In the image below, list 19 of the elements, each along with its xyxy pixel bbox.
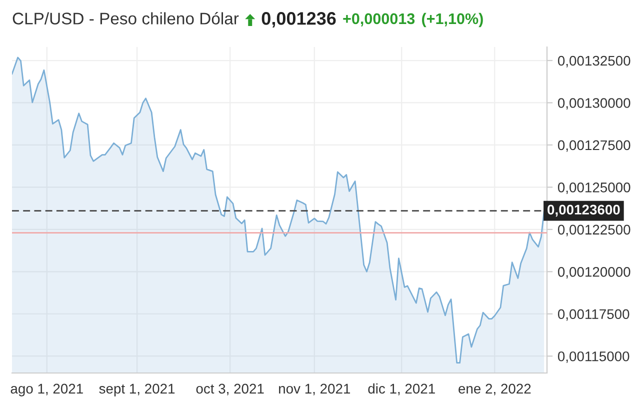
x-tick-label: dic 1, 2021 [368,383,435,396]
x-tick-label: nov 1, 2021 [279,384,350,396]
y-tick-label: 0,00130000 [558,98,630,110]
x-tick-label: ene 2, 2022 [458,384,531,396]
y-tick-label: 0,00122500 [558,224,630,236]
ref-line-label: 0,00123600 [548,204,620,217]
y-tick-label: 0,00127500 [558,140,630,152]
text: +0,000013 [343,13,415,26]
y-tick-label: 0,00115000 [558,351,630,363]
y-tick-label: 0,00117500 [558,309,630,321]
x-tick-label: sept 1, 2021 [99,384,175,396]
x-tick-label: oct 3, 2021 [196,384,264,396]
x-tick-label: ago 1, 2021 [10,384,83,396]
chart-title: CLP/USD - Peso chileno Dólar [12,12,239,24]
text: (+1,10%) [422,12,483,28]
y-tick-label: 0,00120000 [558,266,630,278]
y-tick-label: 0,00132500 [558,56,630,68]
y-tick-label: 0,00125000 [558,182,630,194]
text: 0,001236 [262,12,336,28]
